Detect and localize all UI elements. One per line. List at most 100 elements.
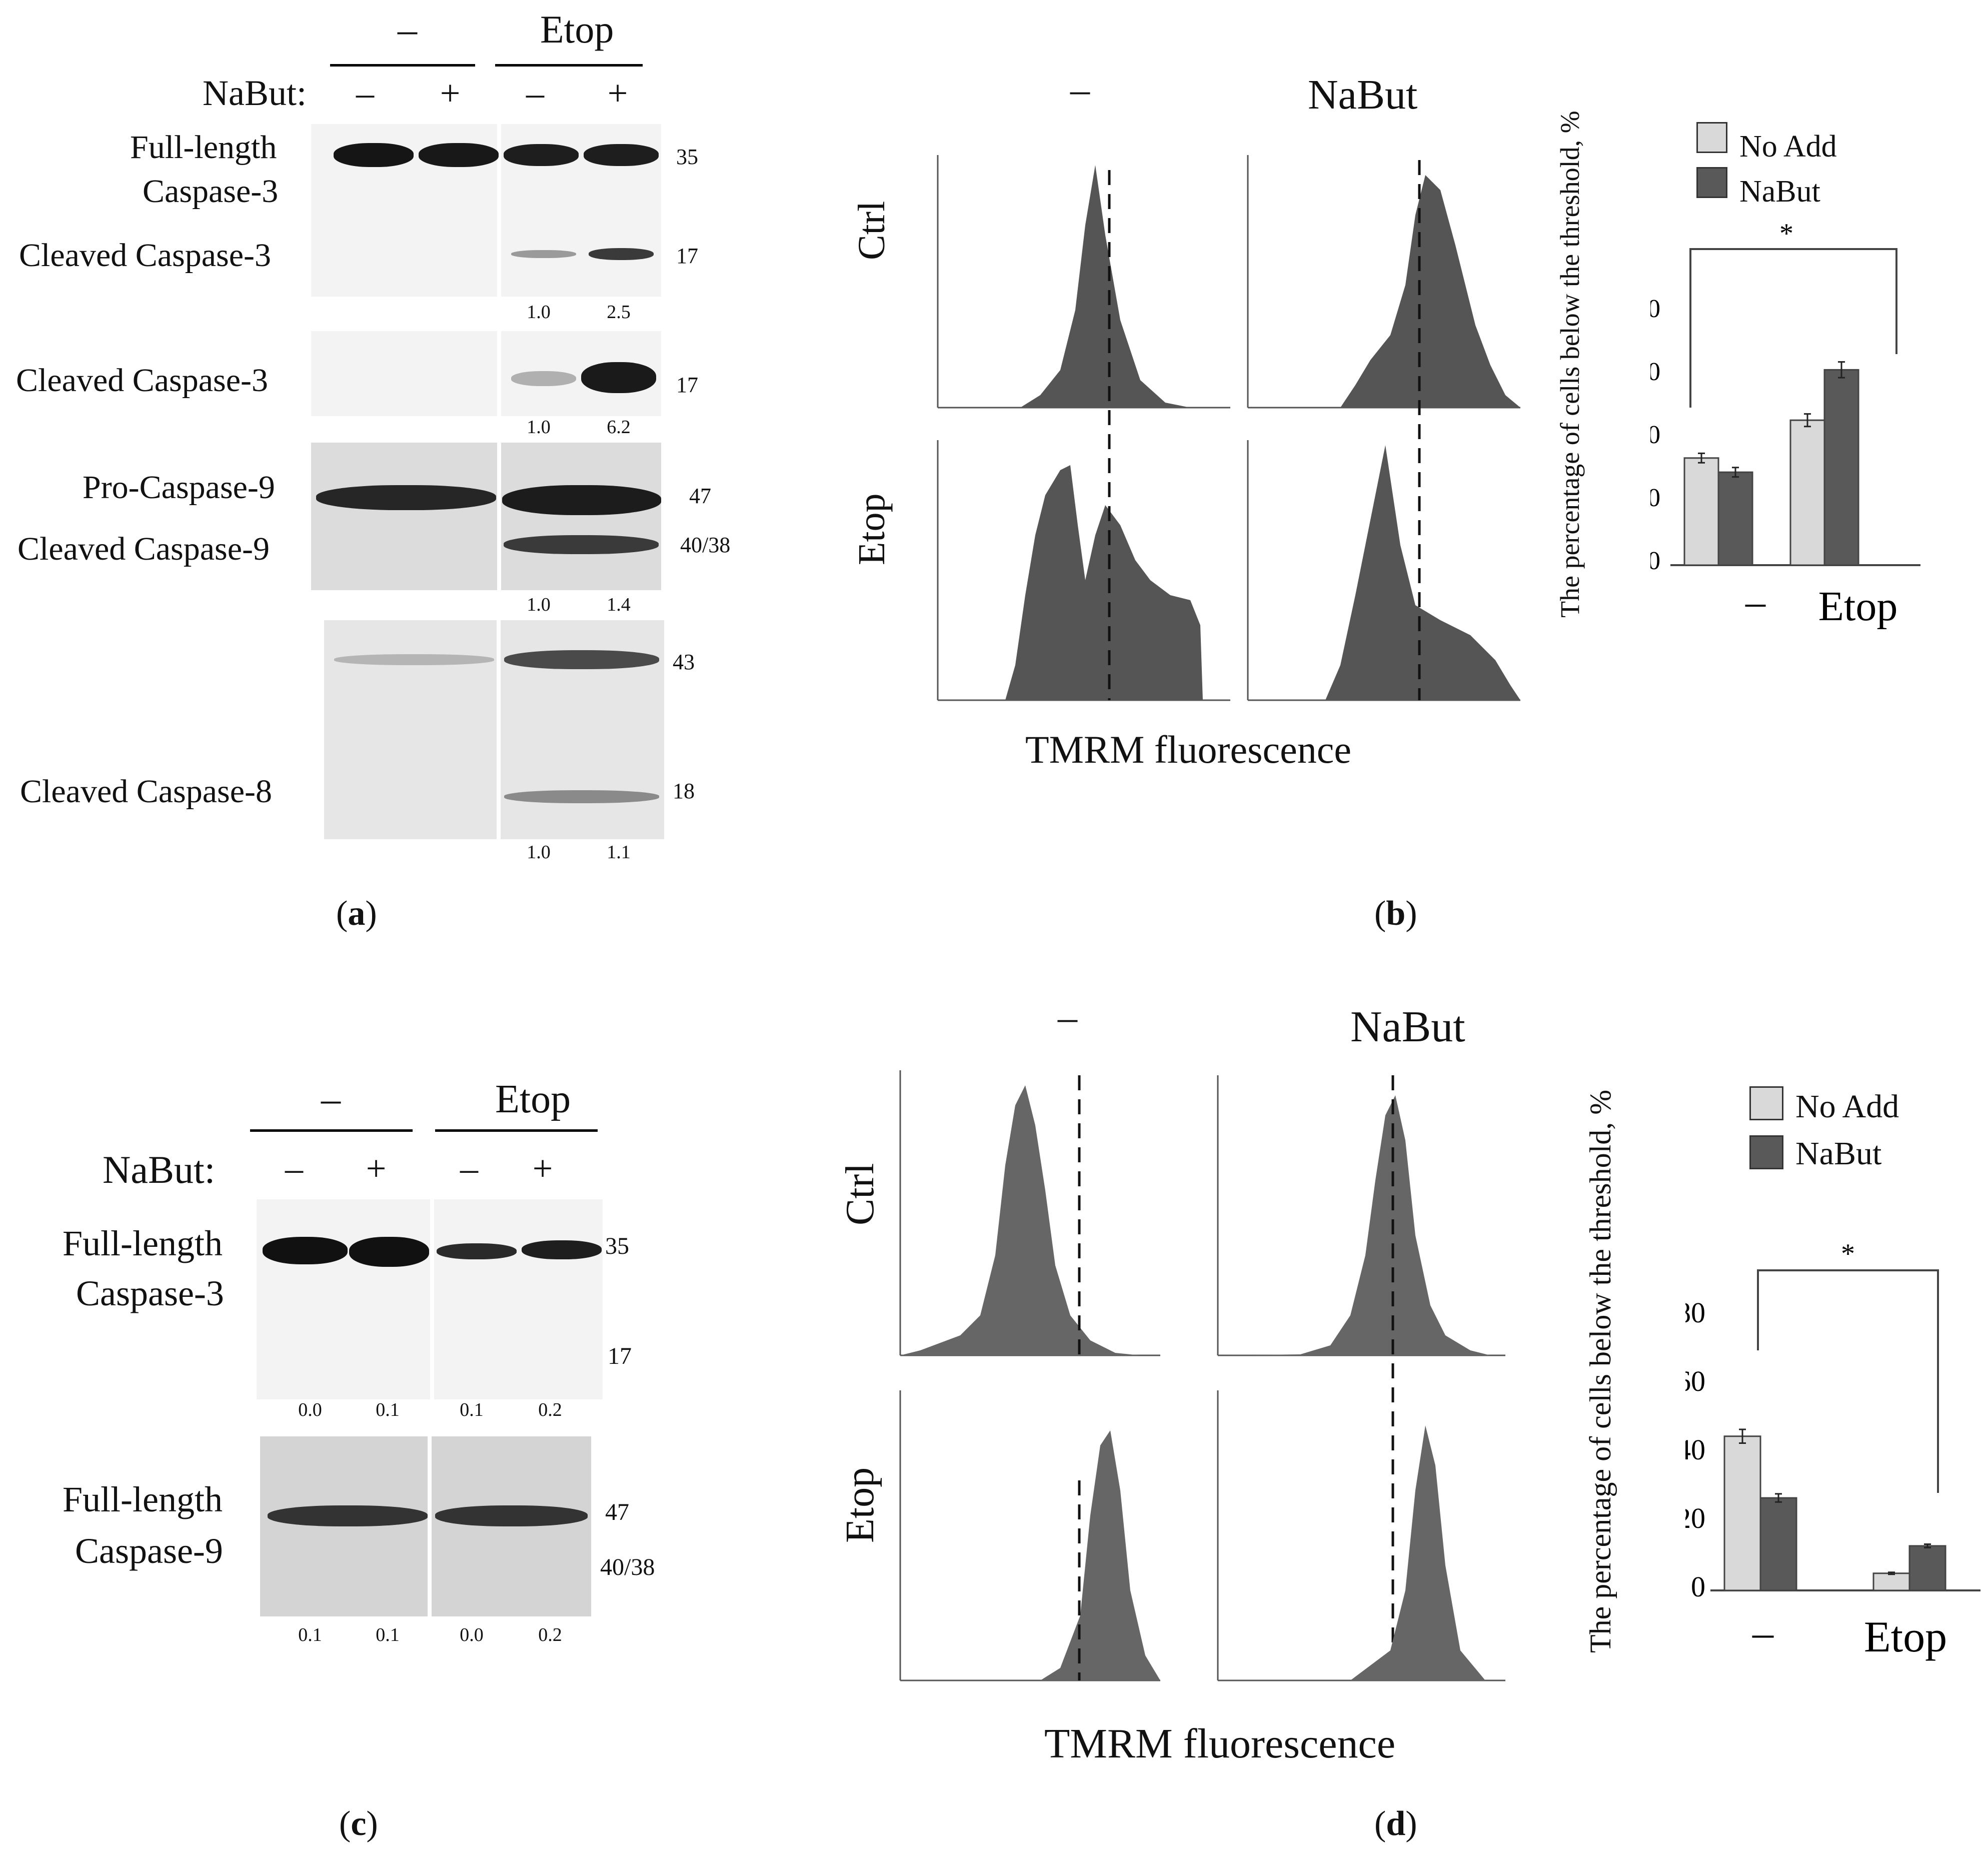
nabut-label: NaBut: [103,1148,216,1191]
significance-marker: * [1779,220,1793,249]
row-label: Caspase-3 [76,1273,224,1313]
row-label: Pro-Caspase-9 [83,469,275,506]
band [581,362,656,393]
band [522,1240,602,1259]
group-etop-label: Etop [540,8,614,51]
mw-marker: 47 [605,1499,629,1525]
lane-2-label: + [440,73,461,113]
quant-value: 0.1 [460,1399,484,1420]
error-bar [1775,1493,1782,1503]
mw-marker: 35 [676,145,698,169]
legend-swatch-nabut [1749,1135,1783,1169]
quant-value: 2.5 [607,302,631,323]
quant-value: 0.0 [298,1399,322,1420]
column-nabut-label: NaBut [1350,1003,1465,1051]
column-minus-label: – [1058,995,1077,1039]
band [419,143,499,167]
significance-bracket [1757,1269,1939,1493]
y-tick-label: 20 [1650,484,1660,512]
band [502,485,661,515]
group-minus-label: – [321,1077,341,1120]
y-axis-title: The percentage of cells below the thresh… [1555,111,1585,618]
band [349,1237,429,1267]
band [511,371,576,386]
error-bar [1924,1543,1931,1548]
mw-marker: 18 [673,779,695,803]
mw-marker: 35 [605,1233,629,1259]
significance-bracket [1689,248,1897,408]
group-etop-rule [435,1129,598,1132]
row-label: Caspase-3 [143,173,279,210]
error-bar [1732,467,1739,478]
lane-4-label: + [532,1148,553,1188]
row-label: Cleaved Caspase-8 [20,773,272,810]
histograms-b [937,155,1230,701]
band [504,650,659,669]
histogram-ctrl-nabut [1247,155,1520,409]
bar-nabut [1908,1545,1946,1591]
bar-nabut [1717,471,1753,566]
lane-4-label: + [607,73,628,113]
quant-value: 1.0 [527,417,551,438]
quant-value: 0.1 [376,1624,400,1645]
band [316,485,496,510]
band [511,250,576,258]
lane-1-label: – [285,1148,303,1188]
histogram-etop-nabut [1247,440,1520,701]
legend-swatch-nabut [1696,167,1727,198]
legend-label-noadd: No Add [1739,130,1837,164]
x-tick-label: Etop [1818,583,1898,630]
row-ctrl-label: Ctrl [851,201,893,260]
y-axis-title: The percentage of cells below the thresh… [1584,1090,1617,1653]
blot-divider [497,620,501,839]
mw-marker: 17 [676,244,698,268]
row-label: Caspase-9 [75,1531,223,1571]
group-minus-label: – [398,8,417,51]
band [263,1237,348,1264]
quant-value: 1.0 [527,594,551,615]
blot-a1 [311,124,661,297]
bar-plot-d: * 0 20 40 60 80 – Etop [1685,1238,1980,1661]
quant-value: 1.0 [527,302,551,323]
band [584,144,659,166]
quant-value: 0.2 [538,1624,562,1645]
legend-swatch-noadd [1749,1086,1783,1120]
panel-c-label: (c) [339,1804,378,1843]
bar-plot-b: * 0 20 40 60 80 – Etop [1650,220,1920,630]
row-label: Cleaved Caspase-9 [18,531,270,567]
legend-label-nabut: NaBut [1795,1135,1882,1172]
row-etop-label: Etop [851,493,893,565]
panel-letter: c [351,1804,367,1843]
blot-divider [430,1199,434,1399]
blot-divider [497,331,501,416]
y-tick-label: 20 [1685,1502,1705,1534]
legend-swatch-noadd [1696,122,1727,153]
error-bar [1888,1571,1895,1575]
lane-3-label: – [526,73,544,113]
error-bar [1698,452,1705,464]
mw-marker: 17 [608,1343,632,1369]
histogram-ctrl-nabut [1217,1075,1505,1680]
row-label: Cleaved Caspase-3 [19,237,271,274]
quant-value: 0.1 [376,1399,400,1420]
blot-a4 [324,620,664,839]
row-label: Full-length [63,1223,223,1263]
panel-a-label: (a) [336,894,377,933]
panel-letter: a [348,894,366,933]
row-label: Full-length [63,1479,223,1519]
bar-noadd [1872,1572,1910,1591]
legend-label-nabut: NaBut [1739,175,1820,209]
group-etop-rule [495,64,643,67]
blot-divider [497,124,501,297]
y-tick-label: 40 [1650,421,1660,449]
band [504,535,659,554]
blot-a3 [311,443,661,590]
significance-marker: * [1841,1238,1855,1269]
band [334,654,494,665]
band [589,248,654,260]
error-bar [1804,413,1811,428]
histogram-ctrl-minus [937,155,1230,409]
x-tick-label: Etop [1864,1613,1947,1661]
y-tick-label: 60 [1685,1365,1705,1397]
bar-nabut [1759,1497,1797,1591]
